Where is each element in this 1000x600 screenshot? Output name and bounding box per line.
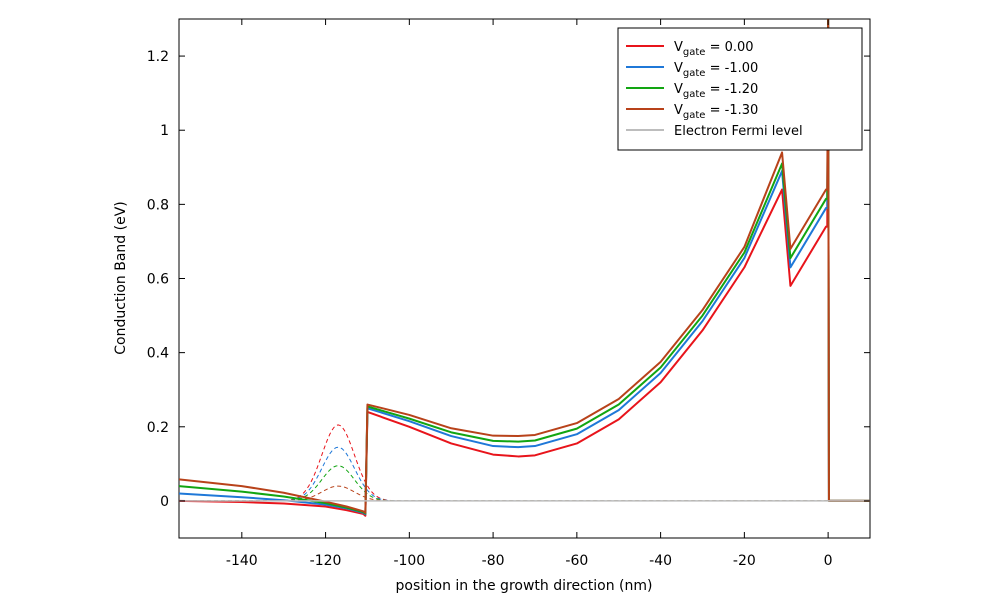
y-axis-label: Conduction Band (eV) — [113, 201, 129, 354]
x-tick-label: -60 — [565, 553, 588, 569]
x-tick-label: -20 — [733, 553, 756, 569]
legend-label: Vgate = -1.30 — [674, 103, 758, 121]
y-axis-ticks: 0 0.2 0.4 0.6 0.8 1 1.2 — [147, 49, 870, 510]
x-tick-label: 0 — [824, 553, 833, 569]
legend: Vgate = 0.00 Vgate = -1.00 Vgate = -1.20 Vg… — [617, 27, 863, 151]
x-axis-ticks: -140 -120 -100 -80 -60 -40 -20 0 — [226, 19, 833, 569]
legend-label: Vgate = -1.00 — [674, 61, 758, 79]
y-tick-label: 0 — [160, 494, 169, 510]
y-tick-label: 0.4 — [147, 346, 169, 362]
legend-label: Vgate = 0.00 — [674, 40, 754, 58]
x-tick-label: -120 — [310, 553, 342, 569]
series-line — [179, 19, 870, 514]
series-line — [179, 19, 870, 517]
x-tick-label: -140 — [226, 553, 258, 569]
plot-area — [179, 19, 870, 517]
y-tick-label: 1 — [160, 123, 169, 139]
y-tick-label: 0.2 — [147, 420, 169, 436]
x-tick-label: -80 — [482, 553, 505, 569]
x-axis-label: position in the growth direction (nm) — [396, 578, 653, 594]
y-tick-label: 0.6 — [147, 272, 169, 288]
series-line — [179, 19, 870, 515]
x-tick-label: -100 — [393, 553, 425, 569]
legend-label: Vgate = -1.20 — [674, 82, 758, 100]
y-tick-label: 1.2 — [147, 49, 169, 65]
legend-label: Electron Fermi level — [674, 124, 803, 139]
y-tick-label: 0.8 — [147, 197, 169, 213]
x-tick-label: -40 — [649, 553, 672, 569]
